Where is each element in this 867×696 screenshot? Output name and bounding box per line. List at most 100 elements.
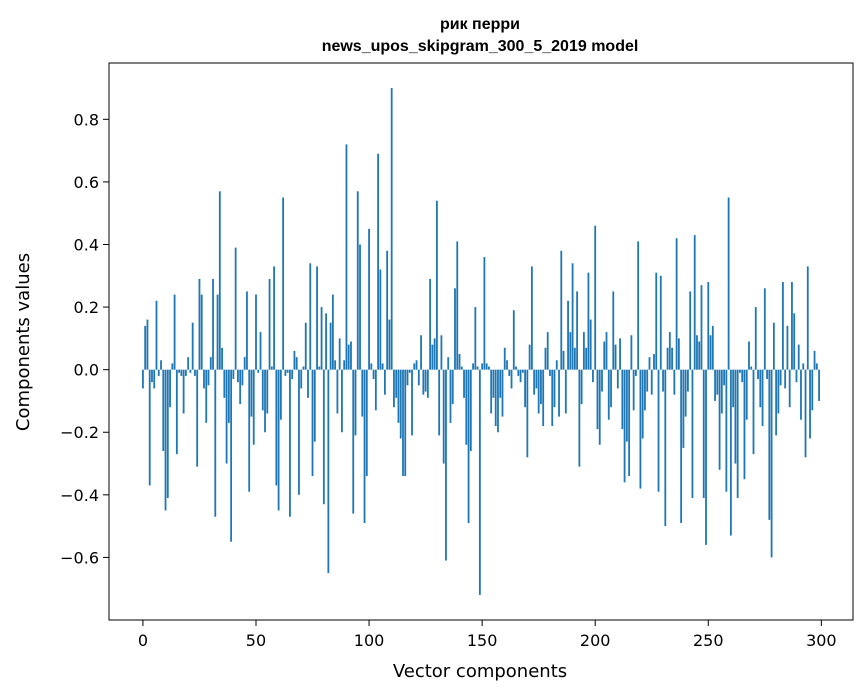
bar-component-102 bbox=[372, 369, 375, 380]
bar-component-30 bbox=[209, 357, 212, 370]
y-tick-label: −0.4 bbox=[60, 486, 99, 505]
bar-component-283 bbox=[781, 282, 784, 370]
bar-component-4 bbox=[151, 369, 153, 383]
bar-component-163 bbox=[510, 369, 513, 389]
bar-component-211 bbox=[619, 338, 621, 370]
bar-component-272 bbox=[757, 369, 759, 380]
bar-component-135 bbox=[447, 357, 450, 370]
bar-component-264 bbox=[739, 369, 741, 373]
bar-component-90 bbox=[345, 144, 348, 370]
bar-component-113 bbox=[397, 369, 400, 423]
bar-component-228 bbox=[657, 369, 660, 492]
bar-component-9 bbox=[162, 369, 165, 452]
bar-component-12 bbox=[169, 369, 171, 408]
bar-component-237 bbox=[677, 338, 680, 370]
bar-component-167 bbox=[519, 369, 522, 383]
bar-component-49 bbox=[252, 369, 255, 445]
bar-component-6 bbox=[155, 300, 158, 370]
bar-component-82 bbox=[327, 369, 330, 574]
bar-component-210 bbox=[616, 369, 619, 389]
bar-component-46 bbox=[246, 291, 248, 370]
bar-component-248 bbox=[702, 369, 705, 498]
bar-component-61 bbox=[279, 369, 282, 420]
bar-component-32 bbox=[214, 369, 217, 517]
bar-component-176 bbox=[540, 369, 542, 405]
chart-title-line-1: рик перри bbox=[440, 16, 520, 33]
bar-component-289 bbox=[795, 369, 798, 383]
bar-component-105 bbox=[379, 269, 382, 370]
bar-component-179 bbox=[546, 332, 549, 370]
bar-component-126 bbox=[426, 369, 429, 398]
bar-component-56 bbox=[268, 278, 271, 370]
bar-component-243 bbox=[691, 369, 694, 498]
bar-component-21 bbox=[189, 369, 192, 373]
bar-component-99 bbox=[365, 369, 368, 477]
y-axis-ticks: −0.6 −0.4 −0.2 0.0 0.2 0.4 0.6 0.8 bbox=[60, 110, 109, 567]
bar-component-95 bbox=[356, 191, 359, 370]
bar-component-52 bbox=[259, 332, 262, 370]
bar-component-19 bbox=[184, 369, 187, 376]
bar-component-146 bbox=[472, 363, 474, 370]
bar-component-33 bbox=[216, 294, 219, 370]
bar-component-223 bbox=[646, 369, 649, 392]
bar-component-166 bbox=[517, 369, 520, 376]
bar-component-197 bbox=[587, 272, 590, 370]
bar-component-206 bbox=[607, 369, 610, 420]
bar-component-162 bbox=[508, 369, 511, 376]
bar-component-213 bbox=[623, 369, 626, 483]
chart-title-line-2: news_upos_skipgram_300_5_2019 model bbox=[322, 38, 639, 55]
bar-component-284 bbox=[784, 369, 787, 389]
bar-component-148 bbox=[476, 366, 479, 370]
bar-component-10 bbox=[164, 369, 167, 511]
bar-component-204 bbox=[603, 341, 606, 370]
bar-component-41 bbox=[234, 247, 237, 370]
bar-component-227 bbox=[655, 272, 658, 370]
bar-component-260 bbox=[729, 369, 732, 536]
bar-component-191 bbox=[573, 347, 576, 370]
bar-component-59 bbox=[275, 369, 278, 486]
bar-component-116 bbox=[404, 369, 407, 477]
bar-component-220 bbox=[639, 369, 642, 489]
bar-component-76 bbox=[313, 369, 316, 442]
bar-component-101 bbox=[370, 363, 373, 370]
bar-component-136 bbox=[449, 369, 452, 423]
bar-component-83 bbox=[329, 322, 332, 370]
bar-component-254 bbox=[716, 369, 719, 395]
bar-component-251 bbox=[709, 335, 712, 370]
bar-component-71 bbox=[302, 366, 305, 370]
bar-component-246 bbox=[698, 341, 701, 370]
bar-component-36 bbox=[223, 369, 226, 398]
bar-component-18 bbox=[182, 369, 185, 414]
x-tick-label: 50 bbox=[246, 631, 266, 650]
bar-component-238 bbox=[680, 369, 683, 523]
bar-component-174 bbox=[535, 369, 538, 389]
bar-component-97 bbox=[361, 369, 364, 417]
bar-component-186 bbox=[562, 350, 565, 370]
bar-component-231 bbox=[664, 369, 667, 527]
bar-component-212 bbox=[621, 369, 624, 430]
bar-component-225 bbox=[650, 369, 653, 395]
x-tick-label: 150 bbox=[467, 631, 498, 650]
bar-component-222 bbox=[644, 369, 646, 411]
bar-component-247 bbox=[700, 285, 703, 370]
bar-component-54 bbox=[264, 369, 266, 433]
bar-component-1 bbox=[144, 325, 147, 370]
bar-series bbox=[142, 88, 820, 595]
bar-component-131 bbox=[438, 369, 441, 436]
bar-component-145 bbox=[469, 369, 472, 452]
bar-component-119 bbox=[411, 369, 413, 436]
bar-component-216 bbox=[630, 335, 633, 370]
bar-component-121 bbox=[415, 360, 418, 370]
bar-component-261 bbox=[732, 369, 735, 408]
bar-component-294 bbox=[806, 266, 809, 370]
bar-component-108 bbox=[386, 250, 389, 370]
bar-component-147 bbox=[474, 307, 477, 370]
bar-component-75 bbox=[311, 369, 314, 477]
bar-component-57 bbox=[270, 366, 273, 370]
bar-component-123 bbox=[420, 335, 422, 370]
bar-component-92 bbox=[350, 341, 352, 370]
bar-component-143 bbox=[465, 369, 468, 445]
bar-component-112 bbox=[395, 369, 398, 398]
bar-component-285 bbox=[786, 325, 789, 370]
bar-component-194 bbox=[580, 369, 583, 405]
